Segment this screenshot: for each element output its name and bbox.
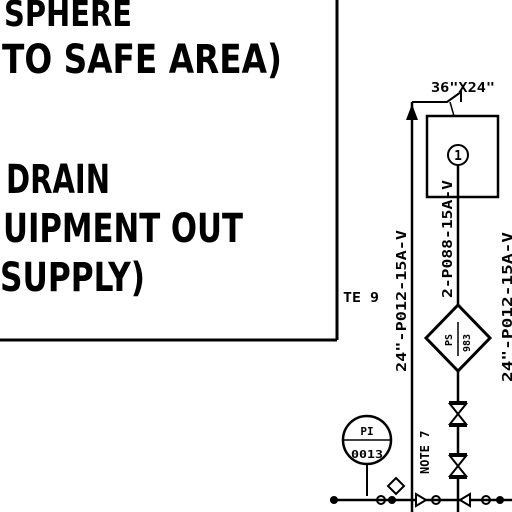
legend-line-4: UIPMENT OUT: [3, 206, 243, 252]
equipment-size-label: 36"X24": [431, 81, 495, 96]
small-fitting-icon: [386, 476, 406, 496]
header-node-icon: [496, 496, 504, 504]
header-valve-icon: [415, 492, 428, 508]
valve-bottom-triangle-icon: [447, 464, 469, 477]
size-leader-tick: [449, 101, 455, 117]
diamond-tag-bottom: 983: [462, 334, 473, 352]
pressure-indicator-number: 0013: [351, 448, 383, 461]
gate-valve-lower: [447, 453, 469, 479]
header-node-icon: [481, 495, 491, 505]
legend-line-3: DRAIN: [6, 157, 110, 203]
main-pipe-label: 24"-P012-15A-V: [395, 230, 410, 372]
diamond-tag-top: PS: [444, 334, 455, 346]
inner-pipe-label: 2-P088-15A-V: [441, 180, 456, 298]
pressure-indicator-tag: PI: [360, 425, 373, 438]
header-node-icon: [376, 495, 386, 505]
legend-line-5: SUPPLY): [0, 255, 145, 301]
legend-line-2: TO SAFE AREA): [2, 37, 282, 83]
valve-top-triangle-icon: [447, 455, 469, 468]
header-node-icon: [388, 496, 396, 504]
legend-line-1: SPHERE: [4, 0, 132, 35]
size-leader-line: [412, 90, 462, 103]
header-valve-icon: [458, 492, 471, 508]
equipment-box: [425, 114, 500, 199]
header-node-icon: [330, 496, 338, 504]
note-7-label: NOTE 7: [418, 431, 432, 474]
legend-box: SPHERE TO SAFE AREA) DRAIN UIPMENT OUT S…: [0, 0, 339, 342]
flow-arrow-up-icon: [406, 104, 418, 120]
header-node-icon: [431, 495, 441, 505]
gate-valve-upper: [447, 401, 469, 427]
right-pipe-label: 24"-P012-15A-V: [501, 232, 512, 382]
equipment-tag-number: 1: [454, 149, 462, 164]
valve-top-triangle-icon: [447, 403, 469, 416]
te-note-label: TE 9: [343, 291, 379, 306]
valve-bottom-triangle-icon: [447, 412, 469, 425]
